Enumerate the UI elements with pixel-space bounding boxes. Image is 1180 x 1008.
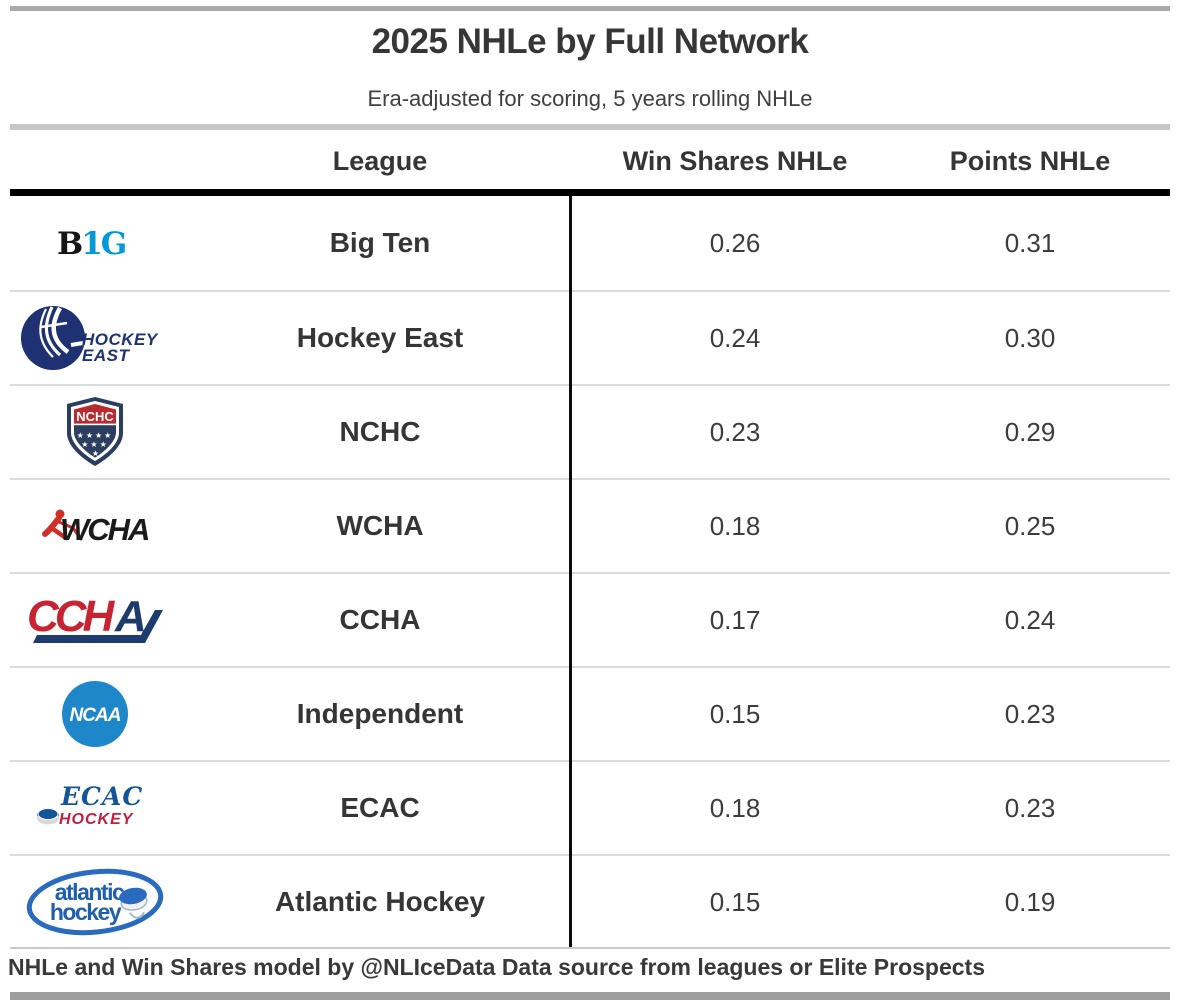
win-shares-nhle-value: 0.18 (709, 510, 761, 541)
svg-text:B1G: B1G (57, 226, 126, 261)
win-shares-nhle-value: 0.23 (709, 416, 761, 447)
header-points-nhle: Points NHLe (949, 145, 1111, 176)
bottom-divider-bar (10, 992, 1170, 1000)
table-row: WCHA WCHA 0.18 0.25 (10, 478, 1170, 572)
league-logo-cell: HOCKEY EAST (10, 292, 180, 384)
nchc-logo: NCHC ★★★★ ★★★ ★ (67, 397, 123, 466)
svg-text:NCAA: NCAA (70, 705, 121, 726)
atlantic-hockey-logo: atlantic hockey (26, 868, 164, 936)
win-shares-nhle-value: 0.17 (709, 604, 761, 635)
points-nhle-value: 0.31 (1004, 227, 1056, 258)
league-name: NCHC (339, 416, 421, 447)
table-row: CCH A CCHA 0.17 0.24 (10, 572, 1170, 666)
table-row: NCAA Independent 0.15 0.23 (10, 666, 1170, 760)
league-logo-cell: ECAC HOCKEY (10, 762, 180, 854)
ccha-logo: CCH A (27, 592, 163, 643)
svg-text:CCH: CCH (27, 592, 116, 641)
svg-text:★★★★: ★★★★ (77, 431, 114, 440)
header-win-shares-nhle: Win Shares NHLe (622, 145, 848, 176)
table-row: NCHC ★★★★ ★★★ ★ NCHC 0.23 0.29 (10, 384, 1170, 478)
subtitle-divider-bar (10, 124, 1170, 130)
svg-text:★★★: ★★★ (81, 440, 109, 449)
table-row: atlantic hockey Atlantic Hockey 0.15 0.1… (10, 854, 1170, 948)
table-row: HOCKEY EAST Hockey East 0.24 0.30 (10, 290, 1170, 384)
points-nhle-value: 0.25 (1004, 510, 1056, 541)
header-underline (10, 189, 1170, 196)
league-name: WCHA (336, 510, 424, 541)
svg-text:NCHC: NCHC (76, 409, 114, 424)
win-shares-nhle-value: 0.15 (709, 698, 761, 729)
ecac-logo: ECAC HOCKEY (37, 782, 143, 828)
table-row: B1G Big Ten 0.26 0.31 (10, 196, 1170, 290)
win-shares-nhle-value: 0.15 (709, 886, 761, 917)
win-shares-nhle-value: 0.18 (709, 792, 761, 823)
league-name: CCHA (339, 604, 421, 635)
points-nhle-value: 0.24 (1004, 604, 1056, 635)
points-nhle-value: 0.19 (1004, 886, 1056, 917)
league-name: Atlantic Hockey (274, 886, 486, 917)
points-nhle-value: 0.23 (1004, 792, 1056, 823)
table-header-row: League Win Shares NHLe Points NHLe (10, 134, 1170, 188)
svg-text:hockey: hockey (50, 899, 122, 925)
footer-divider-line (10, 947, 1170, 949)
svg-text:atlantic: atlantic (55, 879, 125, 905)
league-name: Independent (296, 698, 464, 729)
big-ten-logo: B1G (57, 226, 128, 261)
league-name: ECAC (340, 792, 420, 823)
column-divider-line (569, 196, 572, 948)
hockey-east-logo: HOCKEY EAST (21, 306, 159, 370)
svg-text:A: A (114, 592, 144, 641)
league-logo-cell: CCH A (10, 574, 180, 666)
league-logo-cell: NCAA (10, 668, 180, 760)
page-subtitle: Era-adjusted for scoring, 5 years rollin… (367, 86, 813, 111)
league-logo-cell: B1G (10, 196, 180, 290)
league-logo-cell: WCHA (10, 480, 180, 572)
svg-text:WCHA: WCHA (60, 512, 149, 547)
league-name: Big Ten (329, 227, 431, 258)
points-nhle-value: 0.23 (1004, 698, 1056, 729)
wcha-logo: WCHA (42, 509, 151, 547)
svg-text:★: ★ (92, 449, 99, 458)
league-name: Hockey East (296, 322, 464, 353)
footer-credit: NHLe and Win Shares model by @NLIceData … (8, 954, 985, 980)
header-league: League (332, 145, 428, 176)
ncaa-logo: NCAA (62, 681, 128, 747)
league-logo-cell: NCHC ★★★★ ★★★ ★ (10, 386, 180, 478)
top-divider-bar (10, 6, 1170, 11)
points-nhle-value: 0.30 (1004, 322, 1056, 353)
svg-text:HOCKEY: HOCKEY (82, 330, 159, 349)
table-row: ECAC HOCKEY ECAC 0.18 0.23 (10, 760, 1170, 854)
table-body: B1G Big Ten 0.26 0.31 HOCKEY EAST Hockey… (10, 196, 1170, 948)
points-nhle-value: 0.29 (1004, 416, 1056, 447)
svg-text:HOCKEY: HOCKEY (59, 811, 134, 828)
page-title: 2025 NHLe by Full Network (371, 22, 809, 61)
svg-text:ECAC: ECAC (60, 782, 143, 811)
league-logo-cell: atlantic hockey (10, 856, 180, 948)
win-shares-nhle-value: 0.26 (709, 227, 761, 258)
svg-text:EAST: EAST (82, 346, 130, 365)
win-shares-nhle-value: 0.24 (709, 322, 761, 353)
